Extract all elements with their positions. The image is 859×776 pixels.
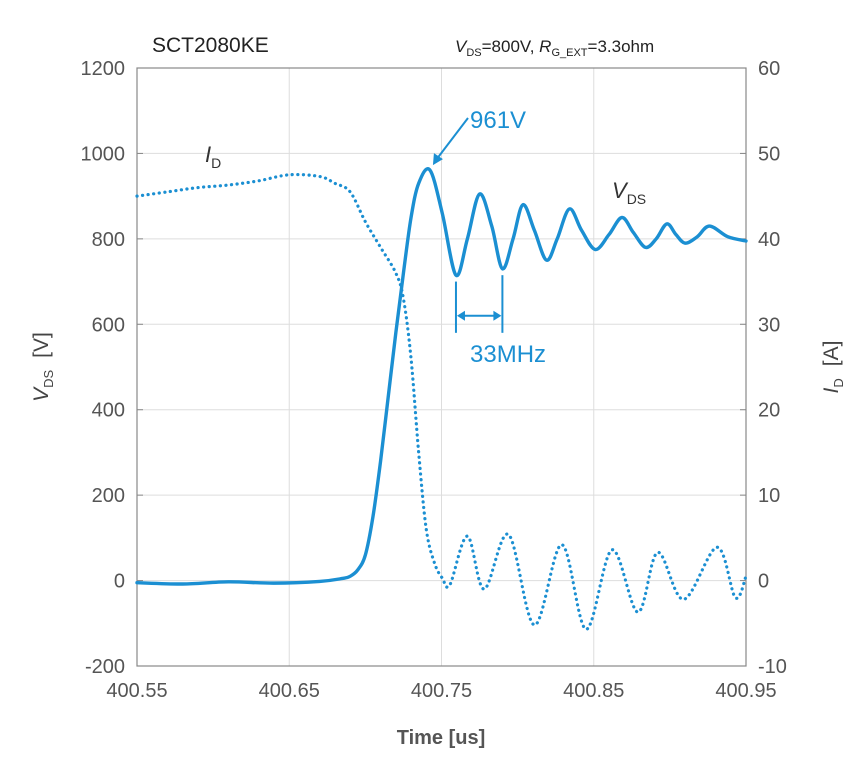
y-tick-label: 400: [92, 400, 125, 422]
frequency-label: 33MHz: [470, 341, 546, 368]
freq-arrow-head-right: [493, 311, 501, 321]
y2-tick-label: 10: [758, 485, 780, 507]
y-tick-label: 600: [92, 314, 125, 336]
y2-tick-label: -10: [758, 656, 787, 678]
y-tick-label: 0: [114, 571, 125, 593]
y2-tick-label: 20: [758, 400, 780, 422]
x-tick-label: 400.55: [106, 680, 167, 702]
y2-axis-label: ID[A]: [820, 341, 846, 394]
y2-tick-label: 60: [758, 58, 780, 80]
y2-tick-label: 0: [758, 571, 769, 593]
x-tick-label: 400.75: [411, 680, 472, 702]
y-tick-label: 1000: [81, 143, 126, 165]
chart-title: SCT2080KE: [152, 34, 269, 57]
y2-tick-label: 40: [758, 229, 780, 251]
freq-arrow-head-left: [457, 311, 465, 321]
y2-tick-label: 50: [758, 143, 780, 165]
x-axis-label: Time [us]: [397, 727, 486, 749]
y-tick-label: 1200: [81, 58, 126, 80]
id-series-label: ID: [205, 142, 221, 171]
y-axis-label: VDS[V]: [30, 332, 56, 402]
y-tick-label: -200: [85, 656, 125, 678]
y-tick-label: 200: [92, 485, 125, 507]
x-tick-label: 400.95: [715, 680, 776, 702]
conditions-label: VDS=800V, RG_EXT=3.3ohm: [455, 37, 654, 59]
peak-label: 961V: [470, 107, 526, 134]
x-tick-label: 400.65: [259, 680, 320, 702]
y-tick-label: 800: [92, 229, 125, 251]
x-tick-label: 400.85: [563, 680, 624, 702]
vds-series-label: VDS: [612, 178, 646, 207]
y2-tick-label: 30: [758, 314, 780, 336]
